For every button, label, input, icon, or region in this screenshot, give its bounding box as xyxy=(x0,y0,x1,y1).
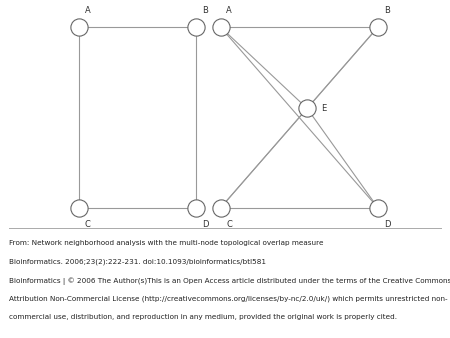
Text: D: D xyxy=(384,220,391,229)
Text: D: D xyxy=(202,220,208,229)
Text: A: A xyxy=(85,6,90,15)
Text: A: A xyxy=(226,6,232,15)
Text: B: B xyxy=(384,6,390,15)
Text: C: C xyxy=(226,220,232,229)
Text: Bioinformatics | © 2006 The Author(s)This is an Open Access article distributed : Bioinformatics | © 2006 The Author(s)Thi… xyxy=(9,277,450,285)
Point xyxy=(374,205,382,211)
Text: E: E xyxy=(321,104,327,113)
Text: Bioinformatics. 2006;23(2):222-231. doi:10.1093/bioinformatics/btl581: Bioinformatics. 2006;23(2):222-231. doi:… xyxy=(9,259,266,265)
Text: commercial use, distribution, and reproduction in any medium, provided the origi: commercial use, distribution, and reprod… xyxy=(9,314,397,320)
Text: Attribution Non-Commercial License (http://creativecommons.org/licenses/by-nc/2.: Attribution Non-Commercial License (http… xyxy=(9,296,448,302)
Text: From: Network neighborhood analysis with the multi-node topological overlap meas: From: Network neighborhood analysis with… xyxy=(9,240,324,246)
Point xyxy=(374,24,382,30)
Point xyxy=(303,106,310,111)
Point xyxy=(192,205,199,211)
Text: C: C xyxy=(85,220,90,229)
Point xyxy=(217,205,224,211)
Text: B: B xyxy=(202,6,207,15)
Point xyxy=(75,24,82,30)
Point xyxy=(192,24,199,30)
Point xyxy=(217,24,224,30)
Point xyxy=(75,205,82,211)
